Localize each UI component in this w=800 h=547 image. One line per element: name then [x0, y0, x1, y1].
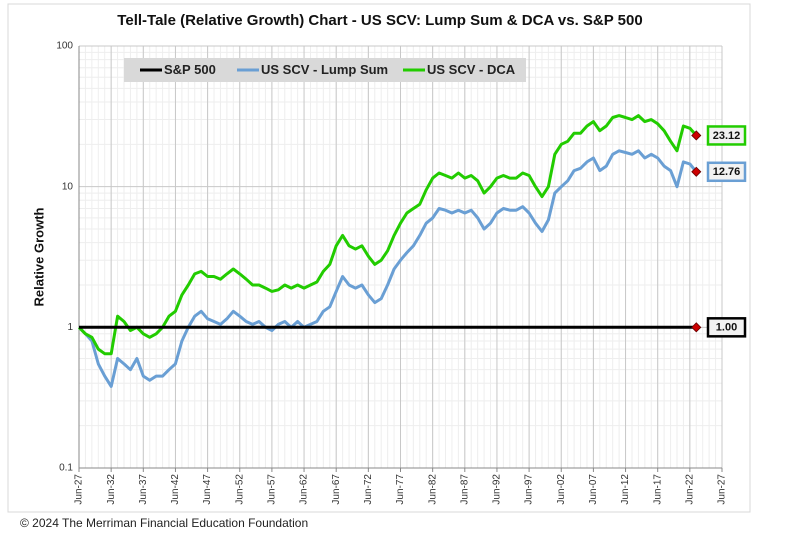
x-tick-label: Jun-72: [363, 474, 374, 505]
x-tick-label: Jun-87: [459, 474, 470, 505]
footer: © 2024 The Merriman Financial Education …: [20, 516, 308, 530]
x-tick-label: Jun-92: [492, 474, 503, 505]
x-tick-label: Jun-47: [202, 474, 213, 505]
x-tick-label: Jun-27: [717, 474, 728, 505]
chart-title: Tell-Tale (Relative Growth) Chart - US S…: [117, 12, 642, 29]
end-label-box: [706, 161, 747, 183]
x-tick-label: Jun-12: [620, 474, 631, 505]
x-tick-label: Jun-42: [170, 474, 181, 505]
x-tick-label: Jun-97: [524, 474, 535, 505]
x-tick-label: Jun-62: [299, 474, 310, 505]
end-label-box: [706, 317, 747, 338]
end-label-box: [706, 125, 747, 146]
legend-label: US SCV - DCA: [427, 62, 516, 77]
x-tick-label: Jun-27: [74, 474, 85, 505]
y-tick-label: 100: [56, 41, 73, 52]
y-axis-label: Relative Growth: [31, 207, 46, 306]
x-tick-label: Jun-67: [331, 474, 342, 505]
y-tick-label: 1: [67, 322, 73, 333]
end-marker: [691, 130, 702, 141]
end-marker: [691, 322, 702, 333]
x-tick-label: Jun-07: [588, 474, 599, 505]
end-marker: [691, 166, 702, 177]
x-tick-label: Jun-52: [234, 474, 245, 505]
x-tick-label: Jun-17: [652, 474, 663, 505]
end-label: 12.76: [713, 166, 741, 178]
x-tick-label: Jun-22: [684, 474, 695, 505]
legend-label: US SCV - Lump Sum: [261, 62, 388, 77]
legend-box: [124, 58, 526, 82]
x-tick-label: Jun-02: [556, 474, 567, 505]
x-tick-label: Jun-77: [395, 474, 406, 505]
x-tick-label: Jun-57: [267, 474, 278, 505]
x-tick-label: Jun-32: [106, 474, 117, 505]
x-tick-label: Jun-82: [427, 474, 438, 505]
y-tick-label: 10: [62, 181, 74, 192]
end-label: 1.00: [716, 322, 737, 334]
y-tick-label: 0.1: [59, 463, 73, 474]
series-line: [77, 114, 698, 356]
legend-label: S&P 500: [164, 62, 216, 77]
series-line: [77, 149, 698, 388]
end-label: 23.12: [713, 130, 741, 142]
x-tick-label: Jun-37: [138, 474, 149, 505]
